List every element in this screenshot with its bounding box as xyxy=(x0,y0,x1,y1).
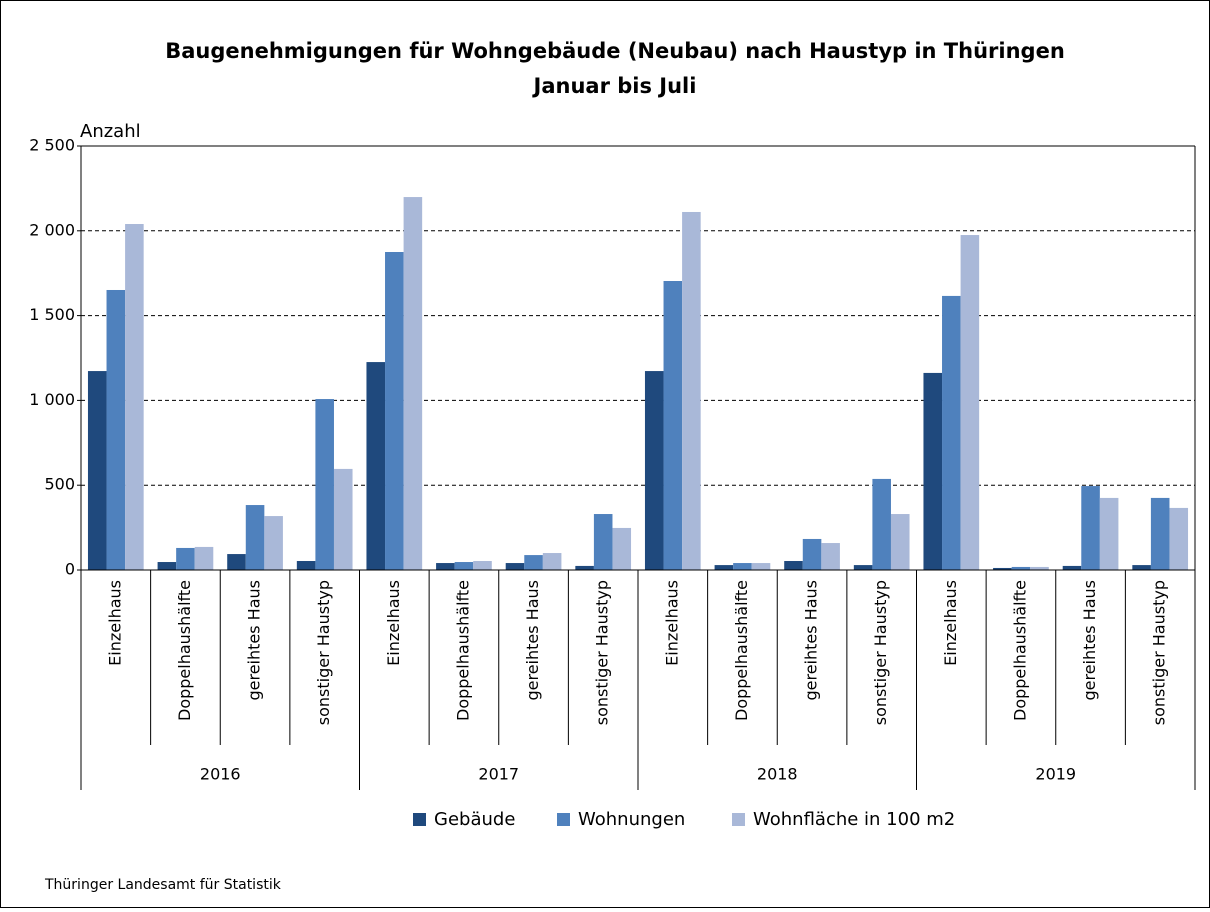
bar xyxy=(315,399,334,570)
x-tick-label: Doppelhaushälfte xyxy=(453,580,472,721)
bar xyxy=(1099,497,1119,570)
bar xyxy=(593,514,613,570)
bar xyxy=(194,546,214,570)
chart-subtitle: Januar bis Juli xyxy=(532,74,697,98)
bar xyxy=(1169,507,1189,570)
legend-label: Wohnungen xyxy=(578,809,685,830)
bar xyxy=(1132,565,1151,570)
bar xyxy=(682,211,701,570)
bar xyxy=(821,543,840,570)
x-tick-label: Einzelhaus xyxy=(384,580,403,666)
bar xyxy=(575,565,594,570)
bar xyxy=(505,563,525,570)
x-tick-label: sonstiger Haustyp xyxy=(871,580,890,725)
bar xyxy=(264,516,283,570)
bar xyxy=(802,538,822,570)
y-axis-label: Anzahl xyxy=(80,121,141,142)
bar xyxy=(1030,566,1049,570)
bar xyxy=(227,554,246,570)
bar xyxy=(1150,497,1170,570)
bar xyxy=(385,252,404,570)
y-tick-label: 1 500 xyxy=(29,305,75,324)
bar xyxy=(333,468,353,570)
bar xyxy=(644,371,664,570)
bar xyxy=(106,289,126,570)
x-tick-label: gereihtes Haus xyxy=(245,580,264,701)
x-tick-label: gereihtes Haus xyxy=(1080,580,1099,701)
bar xyxy=(296,561,316,570)
bar xyxy=(751,563,771,570)
group-label: 2016 xyxy=(200,765,241,784)
bar xyxy=(872,478,891,570)
y-tick-label: 2 500 xyxy=(29,136,75,155)
bar xyxy=(942,295,961,570)
bar xyxy=(524,555,543,570)
x-tick-label: gereihtes Haus xyxy=(802,580,821,701)
bar xyxy=(125,224,144,571)
x-tick-label: Einzelhaus xyxy=(105,580,124,666)
group-label: 2018 xyxy=(757,765,798,784)
legend-swatch xyxy=(413,813,426,826)
bar xyxy=(366,362,386,570)
x-tick-label: Einzelhaus xyxy=(662,580,681,666)
x-tick-label: Doppelhaushälfte xyxy=(1010,580,1029,721)
legend-swatch xyxy=(732,813,745,826)
bar xyxy=(157,562,177,570)
bar xyxy=(853,565,873,570)
bar xyxy=(436,563,455,570)
bar xyxy=(454,562,474,570)
x-tick-label: sonstiger Haustyp xyxy=(593,580,612,725)
source: Thüringer Landesamt für Statistik xyxy=(44,877,282,893)
x-tick-label: Doppelhaushälfte xyxy=(732,580,751,721)
bar xyxy=(176,547,195,570)
x-tick-label: gereihtes Haus xyxy=(523,580,542,701)
chart-title: Baugenehmigungen für Wohngebäude (Neubau… xyxy=(165,39,1065,63)
y-tick-label: 2 000 xyxy=(29,220,75,239)
y-tick-label: 0 xyxy=(65,560,75,579)
bar xyxy=(403,197,423,570)
bar xyxy=(960,235,980,571)
bar xyxy=(1011,566,1031,570)
x-tick-label: sonstiger Haustyp xyxy=(314,580,333,725)
x-tick-label: sonstiger Haustyp xyxy=(1150,580,1169,725)
bar xyxy=(1081,486,1100,570)
bar xyxy=(733,563,752,570)
bar xyxy=(245,505,265,570)
bar xyxy=(993,567,1012,570)
legend-swatch xyxy=(557,813,570,826)
bar xyxy=(663,281,683,570)
bar xyxy=(784,561,803,570)
x-tick-label: Doppelhaushälfte xyxy=(175,580,194,721)
bar xyxy=(87,371,107,570)
group-label: 2019 xyxy=(1035,765,1076,784)
y-tick-label: 1 000 xyxy=(29,390,75,409)
bar xyxy=(612,527,632,570)
group-label: 2017 xyxy=(478,765,519,784)
legend-label: Gebäude xyxy=(434,809,515,830)
y-tick-label: 500 xyxy=(44,475,75,494)
bar xyxy=(714,565,734,570)
bar xyxy=(542,553,562,570)
bar xyxy=(473,561,492,570)
legend-label: Wohnfläche in 100 m2 xyxy=(753,809,955,830)
bar xyxy=(923,372,943,570)
x-tick-label: Einzelhaus xyxy=(941,580,960,666)
bar xyxy=(890,514,910,570)
bar xyxy=(1062,565,1082,570)
